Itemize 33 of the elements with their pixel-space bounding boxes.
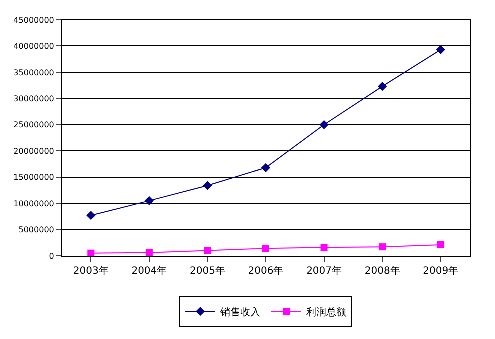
point (379, 244, 386, 251)
point (320, 120, 329, 130)
point (88, 250, 95, 256)
y-tick-label: 30000000 (14, 94, 54, 104)
point (262, 245, 270, 252)
point (204, 247, 212, 254)
point (144, 196, 154, 206)
point (378, 82, 388, 92)
y-tick-label: 10000000 (14, 199, 54, 208)
x-tick-label: 2008年 (364, 265, 400, 277)
legend-label: 利润总额 (306, 306, 346, 319)
y-tick-label: 15000000 (14, 173, 54, 182)
point (86, 211, 96, 220)
point (436, 45, 446, 54)
point (320, 244, 328, 252)
legend-label: 销售收入 (220, 306, 260, 319)
x-tick-label: 2003年 (73, 265, 109, 277)
x-tick-label: 2006年 (248, 265, 284, 277)
x-tick-label: 2009年 (423, 265, 459, 277)
point (146, 249, 153, 256)
y-tick-label: 5000000 (18, 226, 54, 235)
y-tick-label: 35000000 (14, 68, 54, 78)
point (261, 163, 271, 172)
y-tick-label: 40000000 (14, 42, 54, 52)
y-tick-label: 45000000 (14, 16, 54, 25)
x-tick-label: 2007年 (306, 265, 342, 277)
x-tick-label: 2004年 (132, 265, 168, 277)
y-tick-label: 25000000 (14, 120, 54, 130)
y-tick-label: 20000000 (14, 146, 54, 156)
point (437, 241, 444, 248)
x-tick-label: 2005年 (190, 265, 226, 277)
point (203, 181, 212, 190)
y-tick-label: 0 (49, 252, 54, 261)
